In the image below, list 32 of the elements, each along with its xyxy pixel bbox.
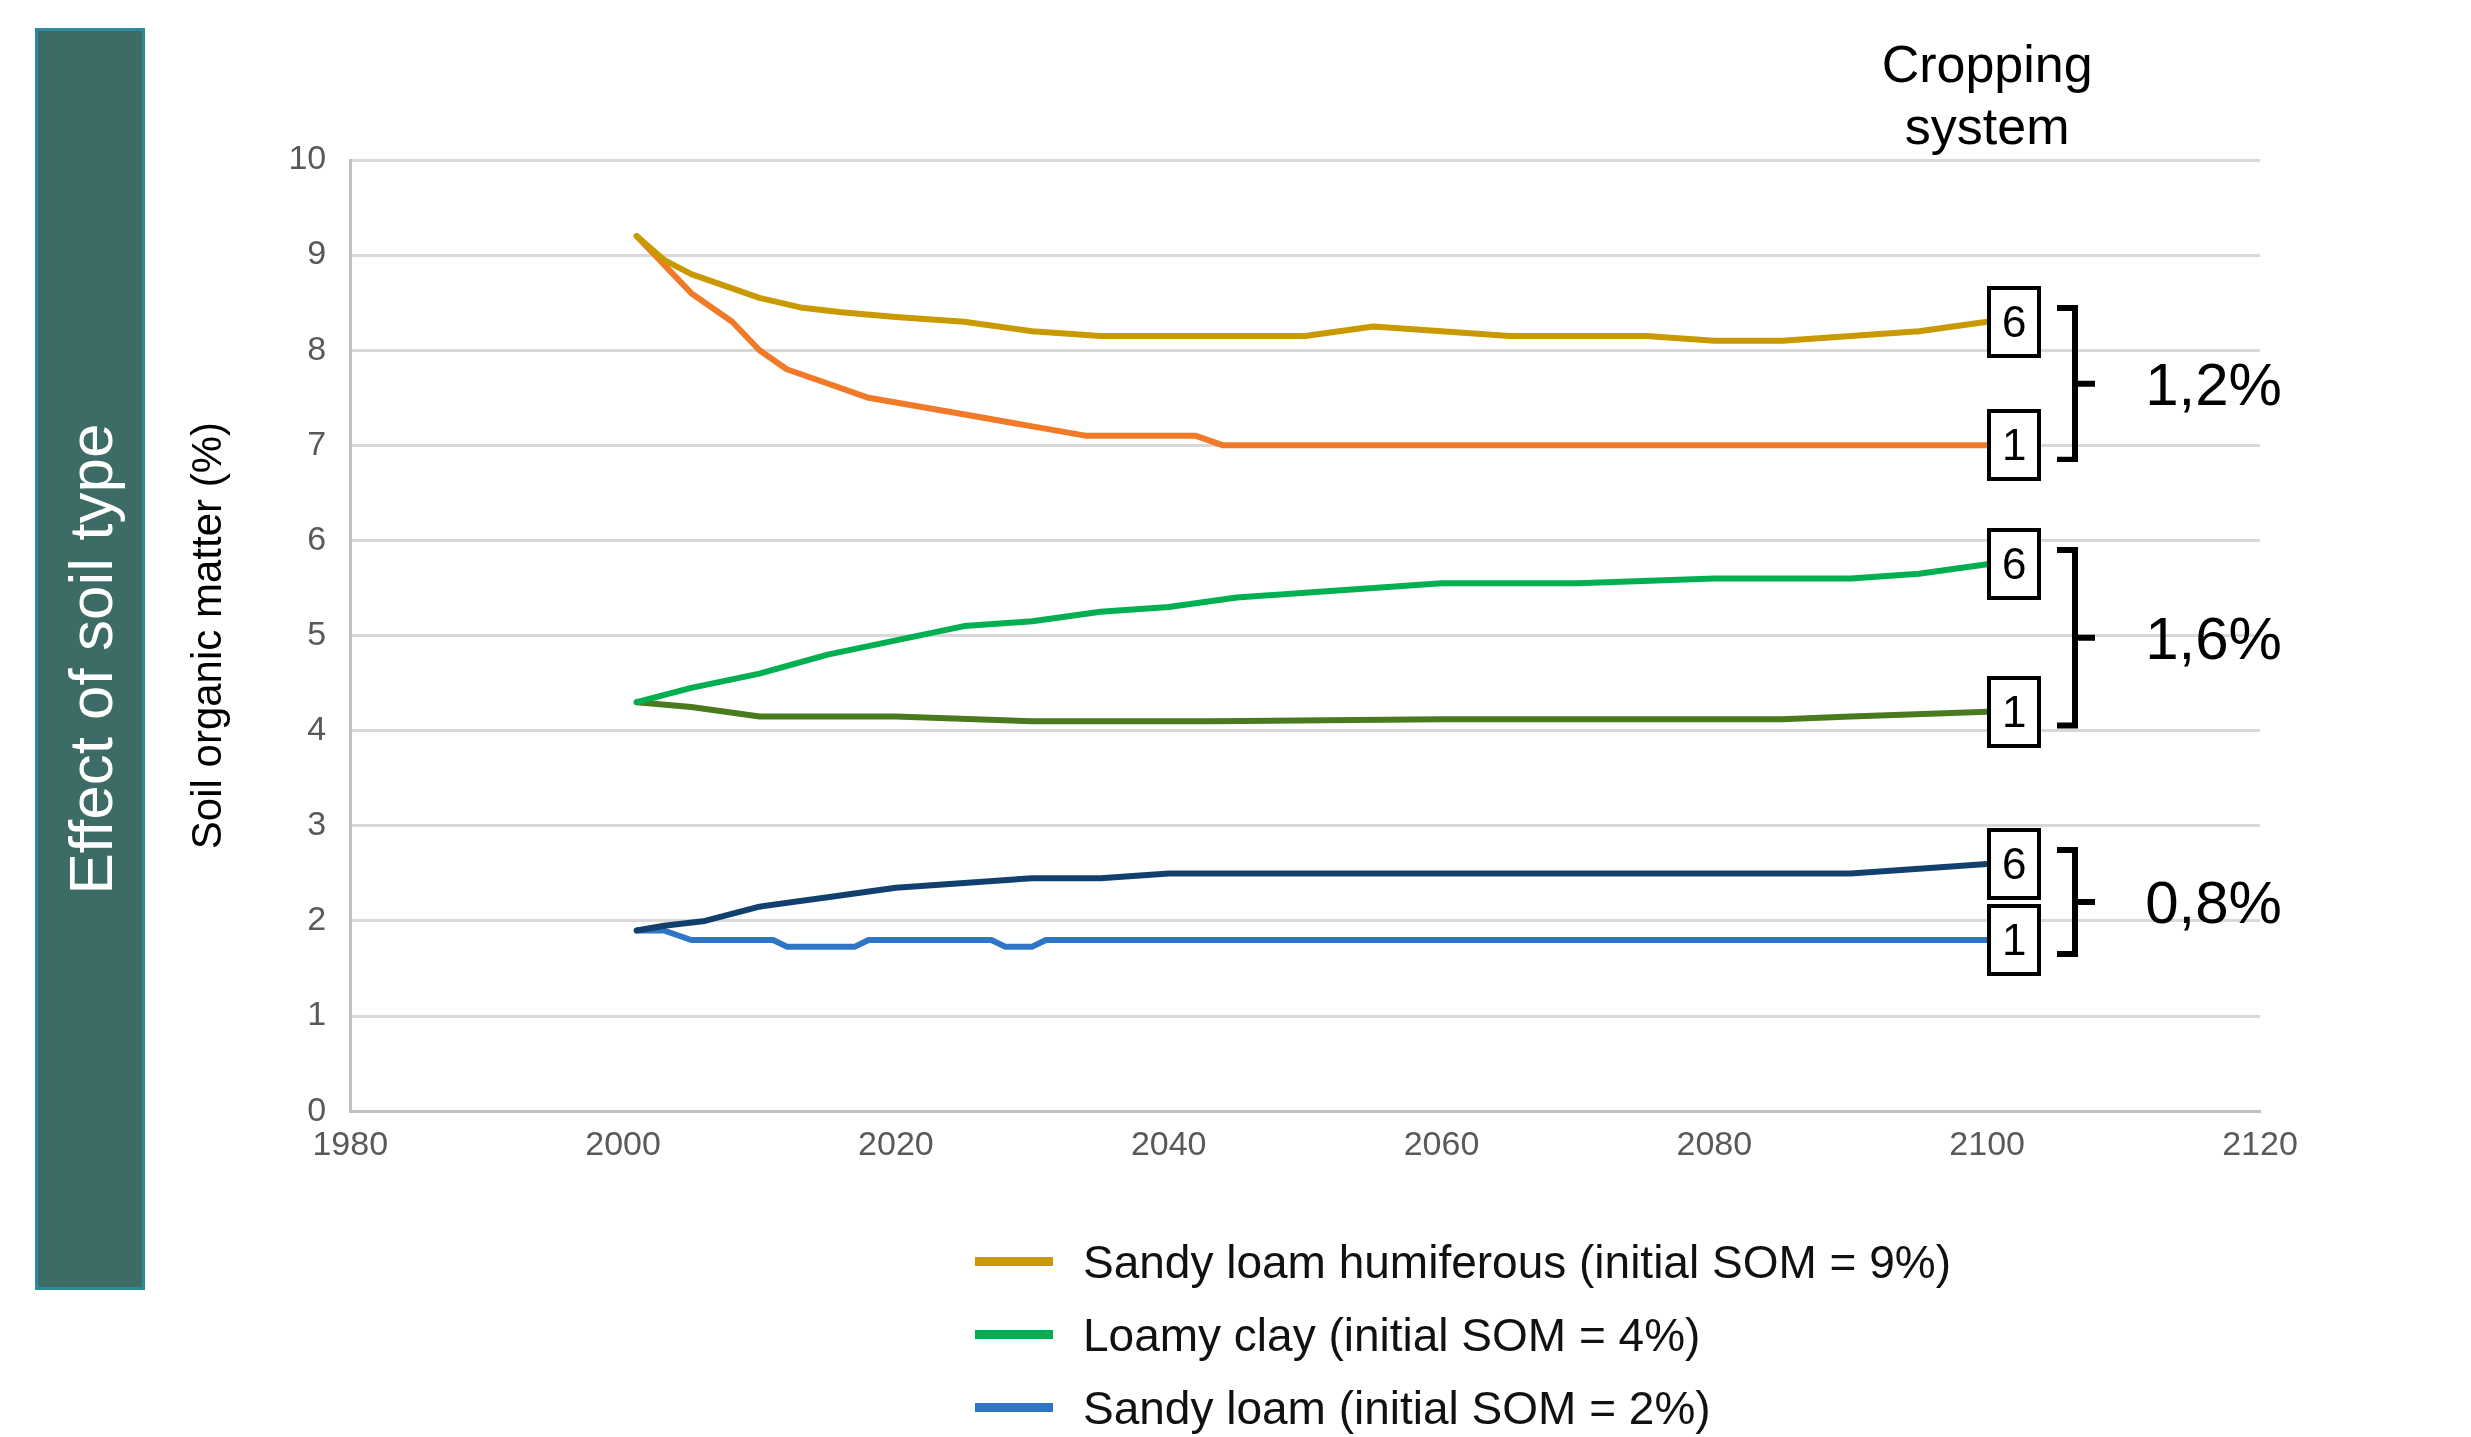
legend-label: Sandy loam (initial SOM = 2%) xyxy=(1083,1380,1711,1435)
y-tick-label: 3 xyxy=(307,804,327,843)
y-tick-label: 4 xyxy=(307,709,327,748)
y-tick-label: 8 xyxy=(307,328,327,367)
y-tick-label: 7 xyxy=(307,423,327,462)
y-tick-label: 10 xyxy=(288,138,327,177)
x-tick-label: 2000 xyxy=(585,1123,661,1162)
annotation: 0,8% xyxy=(2145,867,2282,937)
x-tick-label: 2080 xyxy=(1676,1123,1753,1162)
y-tick-label: 1 xyxy=(307,994,327,1033)
annotation: 1 xyxy=(1987,675,2042,748)
annotation: 1,2% xyxy=(2145,349,2282,419)
annotation: 1,6% xyxy=(2145,603,2282,673)
x-tick-label: 2020 xyxy=(858,1123,934,1162)
text: Effect of soil type xyxy=(54,423,126,895)
x-tick-label: 2060 xyxy=(1403,1123,1480,1162)
annotation: 6 xyxy=(1987,827,2042,900)
y-tick-label: 5 xyxy=(307,613,327,652)
legend-label: Loamy clay (initial SOM = 4%) xyxy=(1083,1307,1701,1362)
annotation: 1 xyxy=(1987,409,2042,482)
legend-label: Sandy loam humiferous (initial SOM = 9%) xyxy=(1083,1234,1951,1289)
y-axis-title: Soil organic matter (%) xyxy=(182,422,230,850)
annotation: 6 xyxy=(1987,528,2042,601)
x-tick-label: 2120 xyxy=(2222,1123,2298,1162)
y-tick-label: 6 xyxy=(307,518,327,557)
y-tick-label: 9 xyxy=(307,233,327,272)
text: Cropping system xyxy=(1881,35,2093,156)
annotation: 6 xyxy=(1987,285,2042,358)
annotation: 1 xyxy=(1987,903,2042,976)
x-tick-label: 2100 xyxy=(1949,1123,2025,1162)
x-tick-label: 2040 xyxy=(1130,1123,1207,1162)
y-tick-label: 2 xyxy=(307,899,327,938)
